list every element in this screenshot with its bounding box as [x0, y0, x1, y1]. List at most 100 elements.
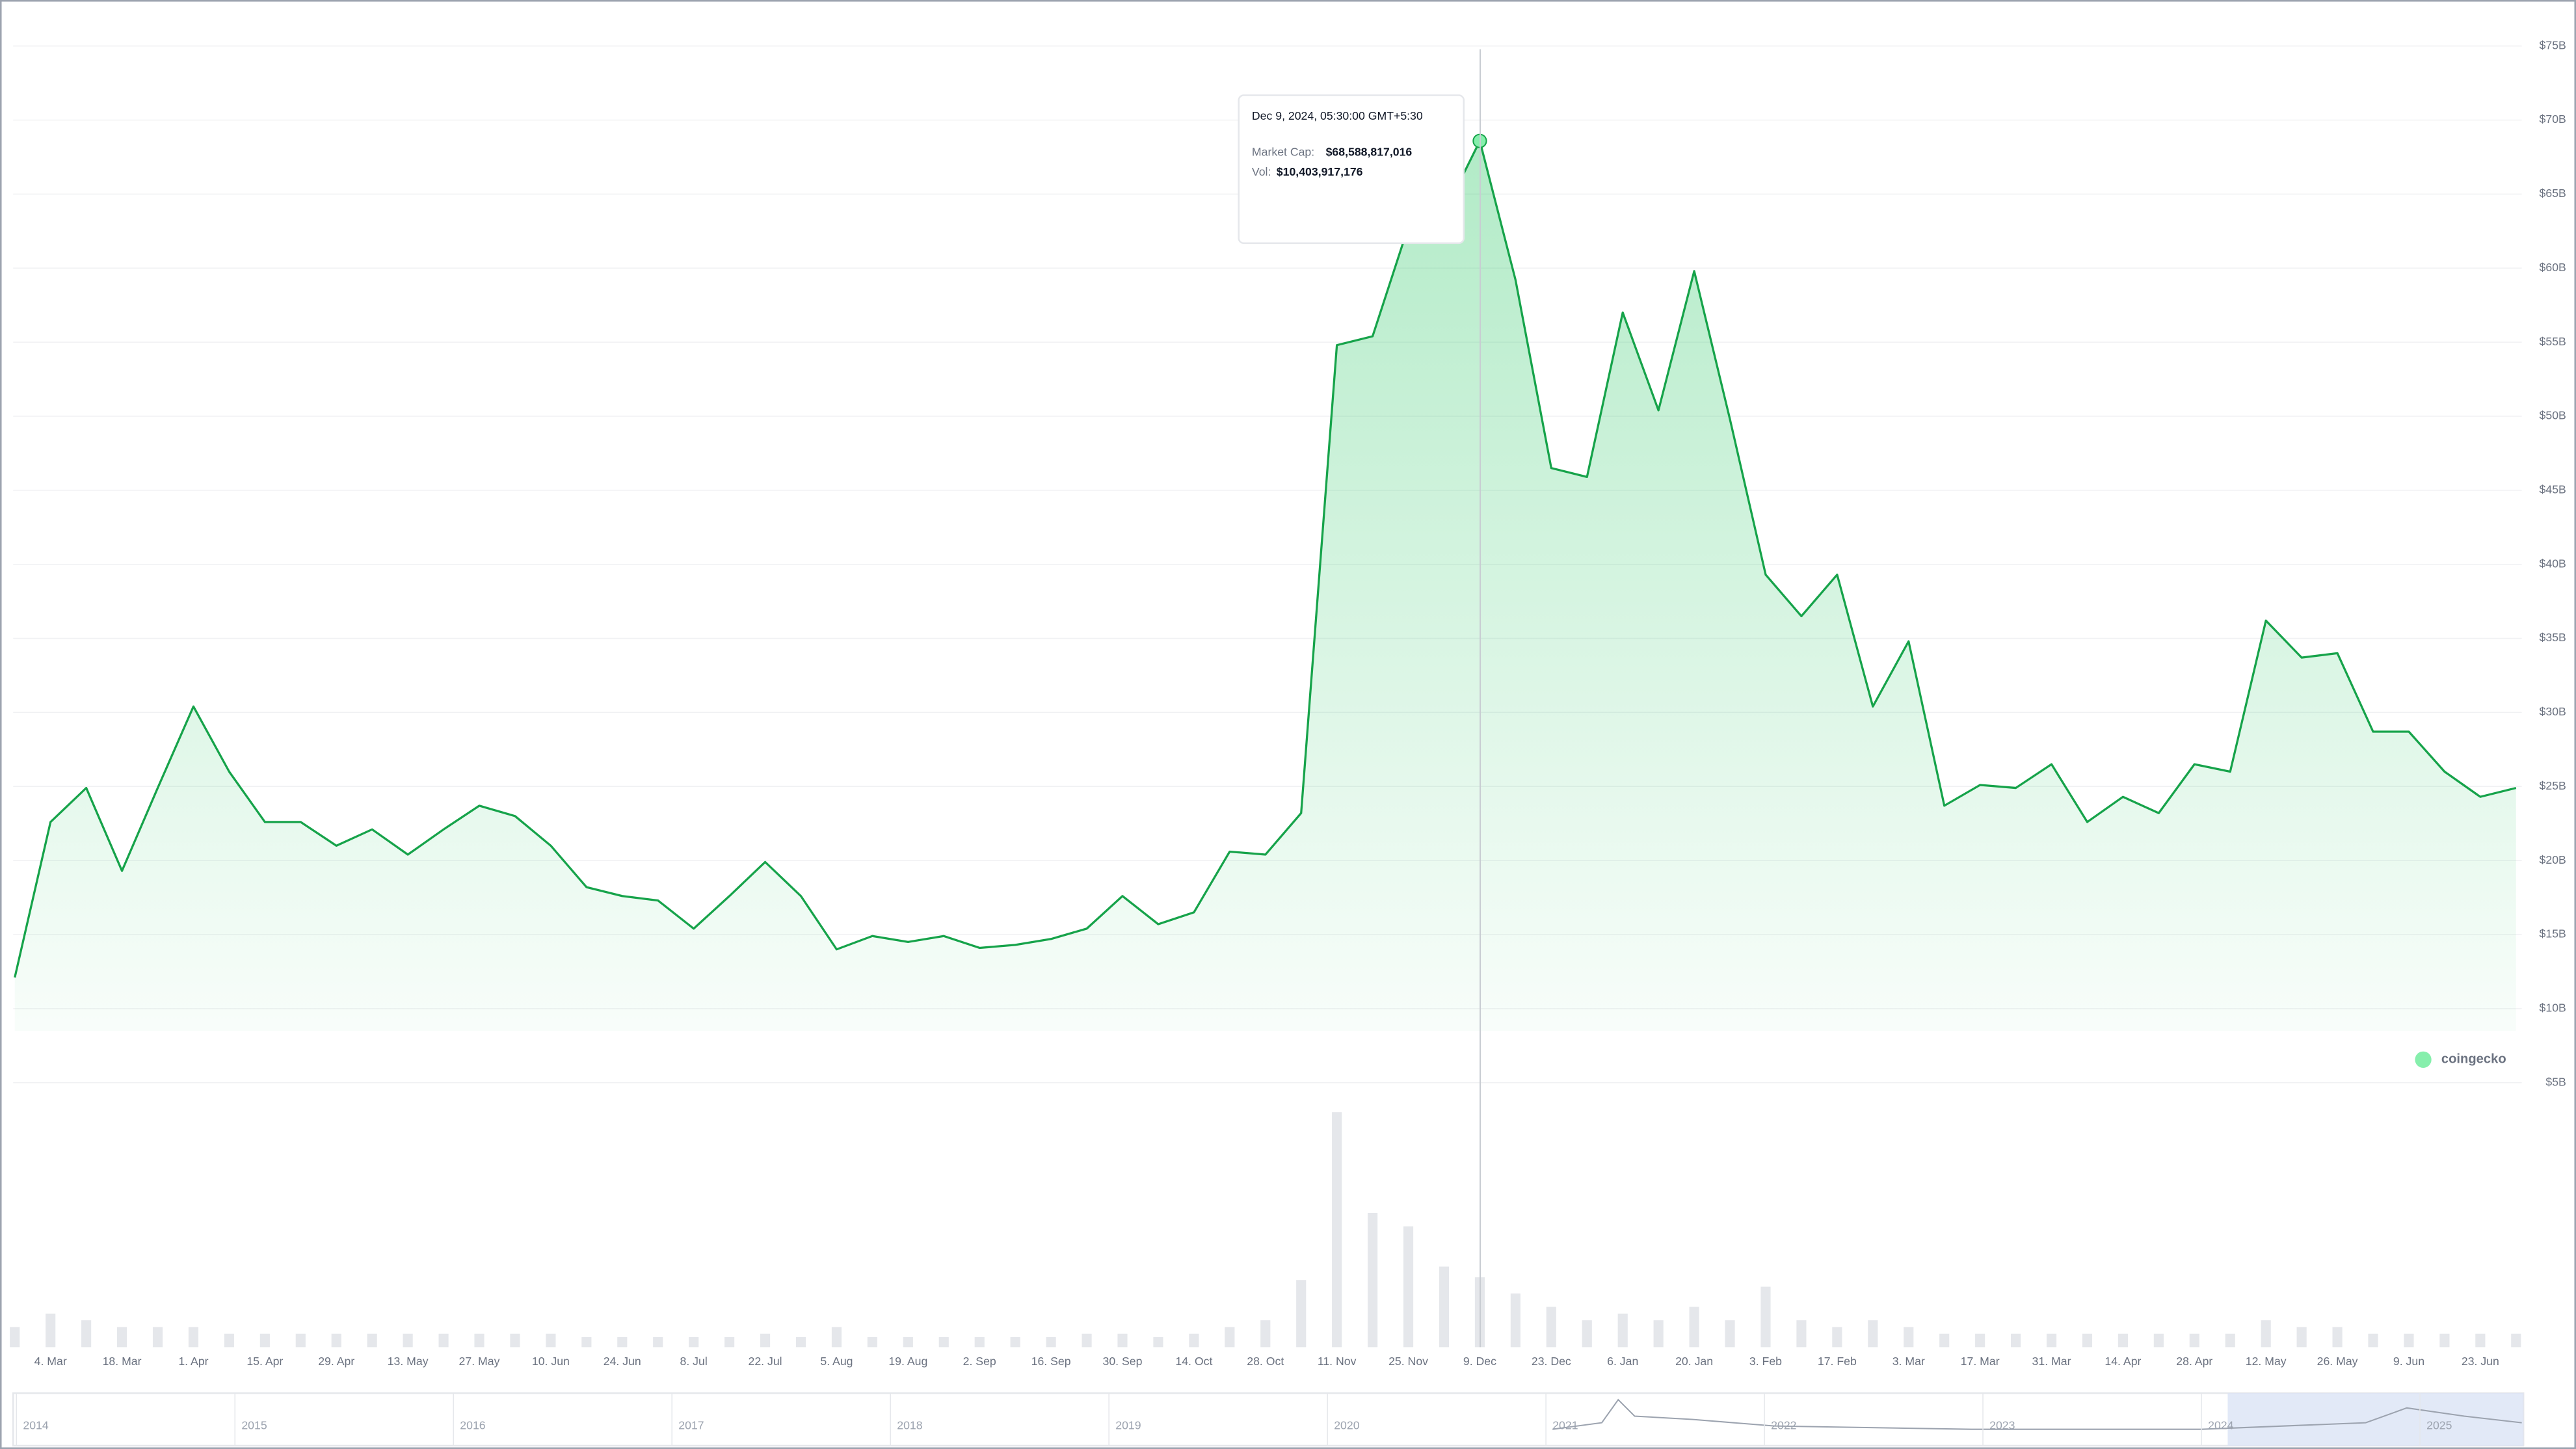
x-tick-label: 20. Jan: [1675, 1355, 1713, 1368]
x-tick-label: 29. Apr: [318, 1355, 354, 1368]
volume-bar: [10, 1327, 20, 1348]
watermark-text: coingecko: [2441, 1052, 2506, 1067]
volume-bar: [1260, 1320, 1271, 1348]
volume-bar: [2332, 1327, 2343, 1348]
y-tick-label: $40B: [2540, 557, 2566, 570]
volume-bar: [331, 1333, 341, 1348]
x-tick-label: 28. Apr: [2176, 1355, 2212, 1368]
navigator-label: 2017: [678, 1418, 704, 1431]
y-tick-label: $55B: [2540, 335, 2566, 348]
volume-bar: [617, 1336, 628, 1348]
y-tick-label: $35B: [2540, 631, 2566, 644]
x-tick-label: 11. Nov: [1318, 1355, 1357, 1368]
volume-bar: [1582, 1320, 1592, 1348]
volume-bar: [1368, 1212, 1378, 1348]
watermark-logo: [2415, 1051, 2432, 1068]
tooltip-date: Dec 9, 2024, 05:30:00 GMT+5:30: [1252, 109, 1423, 122]
navigator-label: 2023: [1989, 1418, 2015, 1431]
y-tick-label: $70B: [2540, 113, 2566, 126]
volume-bar: [1153, 1336, 1163, 1348]
volume-bar: [1904, 1327, 1914, 1348]
volume-bar: [1832, 1327, 1842, 1348]
x-tick-label: 4. Mar: [34, 1355, 67, 1368]
volume-bar: [2296, 1327, 2307, 1348]
x-tick-label: 22. Jul: [749, 1355, 782, 1368]
volume-bar: [689, 1336, 699, 1348]
x-tick-label: 3. Feb: [1749, 1355, 1782, 1368]
navigator-label: 2019: [1115, 1418, 1141, 1431]
volume-bar: [2225, 1333, 2235, 1348]
y-tick-label: $75B: [2540, 38, 2566, 51]
tooltip-label: Vol:: [1252, 165, 1271, 178]
volume-bar: [2475, 1333, 2486, 1348]
area: [14, 140, 2516, 1031]
navigator-label: 2022: [1771, 1418, 1796, 1431]
y-tick-label: $60B: [2540, 261, 2566, 274]
volume-bar: [831, 1327, 842, 1348]
volume-bar: [938, 1336, 949, 1348]
x-tick-label: 23. Jun: [2462, 1355, 2499, 1368]
y-tick-label: $30B: [2540, 705, 2566, 718]
x-tick-label: 1. Apr: [178, 1355, 208, 1368]
volume-bar: [1939, 1333, 1950, 1348]
volume-bar: [581, 1336, 592, 1348]
y-tick-label: $10B: [2540, 1002, 2566, 1015]
volume-bar: [403, 1333, 413, 1348]
volume-bar: [1975, 1333, 1985, 1348]
x-tick-label: 14. Apr: [2105, 1355, 2141, 1368]
volume-bar: [1046, 1336, 1056, 1348]
x-tick-label: 13. May: [388, 1355, 429, 1368]
y-tick-label: $25B: [2540, 779, 2566, 792]
x-tick-label: 31. Mar: [2032, 1355, 2071, 1368]
volume-bar: [546, 1333, 556, 1348]
x-tick-label: 19. Aug: [888, 1355, 927, 1368]
volume-bar: [1439, 1266, 1450, 1348]
volume-bar: [510, 1333, 520, 1348]
y-tick-label: $5B: [2545, 1075, 2566, 1088]
x-tick-label: 17. Mar: [1961, 1355, 2000, 1368]
x-tick-label: 2. Sep: [963, 1355, 996, 1368]
tooltip-box: [1238, 94, 1465, 245]
x-tick-label: 26. May: [2317, 1355, 2358, 1368]
navigator-label: 2015: [241, 1418, 267, 1431]
navigator-label: 2014: [23, 1418, 48, 1431]
volume-bar: [1296, 1280, 1307, 1348]
volume-bar: [2082, 1333, 2093, 1348]
x-tick-label: 23. Dec: [1532, 1355, 1571, 1368]
volume-bar: [474, 1333, 485, 1348]
volume-bar: [724, 1336, 735, 1348]
x-tick-label: 5. Aug: [820, 1355, 853, 1368]
x-tick-label: 27. May: [459, 1355, 500, 1368]
volume-bar: [1796, 1320, 1807, 1348]
x-tick-label: 18. Mar: [103, 1355, 142, 1368]
volume-bar: [1617, 1313, 1628, 1348]
x-tick-label: 24. Jun: [604, 1355, 641, 1368]
volume-bar: [974, 1336, 985, 1348]
volume-bar: [1546, 1307, 1556, 1348]
navigator-line: [1552, 1398, 2522, 1430]
volume-bar: [81, 1320, 92, 1348]
volume-bar: [152, 1327, 163, 1348]
x-tick-label: 10. Jun: [532, 1355, 570, 1368]
x-tick-label: 17. Feb: [1818, 1355, 1857, 1368]
volume-bar: [224, 1333, 234, 1348]
x-tick-label: 9. Dec: [1463, 1355, 1496, 1368]
x-tick-label: 30. Sep: [1103, 1355, 1143, 1368]
volume-bar: [1760, 1286, 1771, 1348]
tooltip-value: $68,588,817,016: [1326, 146, 1413, 159]
x-tick-label: 16. Sep: [1031, 1355, 1071, 1368]
navigator-label: 2016: [460, 1418, 485, 1431]
x-tick-label: 8. Jul: [680, 1355, 708, 1368]
volume-bar: [1725, 1320, 1735, 1348]
volume-bar: [2511, 1333, 2521, 1348]
volume-bar: [46, 1313, 56, 1348]
x-tick-label: 9. Jun: [2393, 1355, 2424, 1368]
tooltip: Dec 9, 2024, 05:30:00 GMT+5:30 Market Ca…: [1238, 94, 1465, 245]
volume-bar: [1653, 1320, 1664, 1348]
volume-bar: [2118, 1333, 2128, 1348]
y-tick-label: $45B: [2540, 483, 2566, 496]
x-tick-label: 15. Apr: [246, 1355, 283, 1368]
navigator-label: 2021: [1552, 1418, 1578, 1431]
volume-bar: [653, 1336, 663, 1348]
